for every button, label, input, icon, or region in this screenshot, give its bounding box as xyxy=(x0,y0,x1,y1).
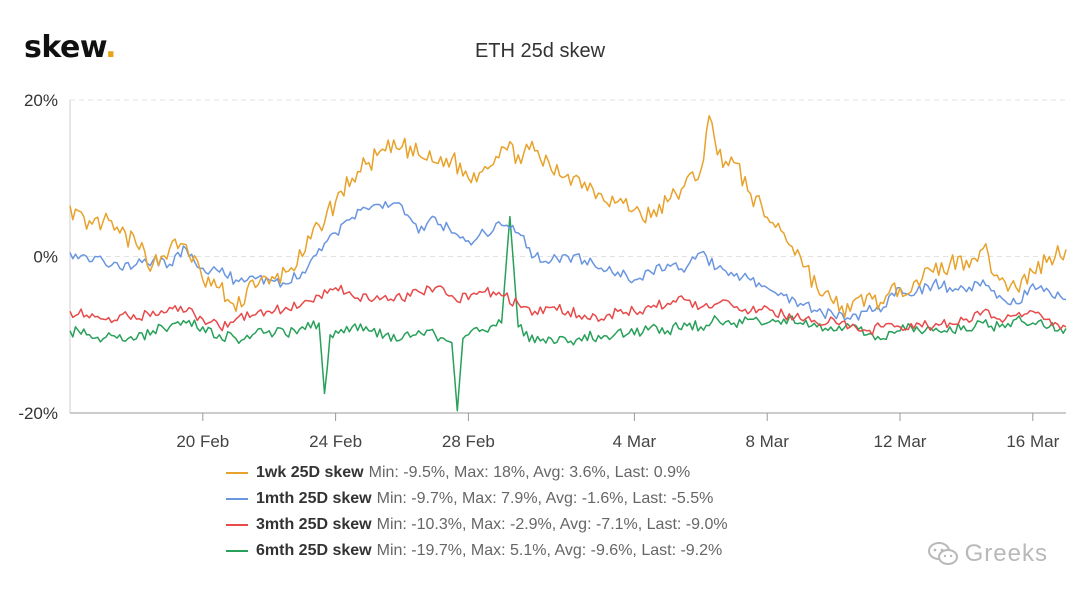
legend-swatch xyxy=(226,550,248,552)
series-line-1wk xyxy=(69,114,1067,319)
series-line-3mth xyxy=(69,284,1067,336)
wechat-icon xyxy=(927,542,958,565)
legend-swatch xyxy=(226,524,248,526)
x-tick-label: 28 Feb xyxy=(442,432,495,451)
skew-logo: skew. xyxy=(24,30,117,65)
x-tick-label: 4 Mar xyxy=(613,432,657,451)
x-tick-label: 12 Mar xyxy=(874,432,927,451)
tick-labels: 20% 0% -20% 20 Feb 24 Feb 28 Feb 4 Mar 8 Mar 12 … xyxy=(18,91,1059,451)
legend-series-name: 3mth 25D skew xyxy=(256,516,372,533)
y-tick-label: 20% xyxy=(24,91,58,110)
x-tick-label: 24 Feb xyxy=(309,432,362,451)
logo-text: skew xyxy=(24,30,106,65)
x-tick-label: 8 Mar xyxy=(745,432,789,451)
legend-item[interactable]: 1mth 25D skew Min: -9.7%, Max: 7.9%, Avg:… xyxy=(226,486,728,512)
logo-dot: . xyxy=(105,30,117,65)
series-line-1mth xyxy=(69,200,1067,321)
axes xyxy=(69,100,1066,421)
series-lines xyxy=(69,114,1067,412)
legend-swatch xyxy=(226,498,248,500)
watermark-text: Greeks xyxy=(964,540,1048,567)
legend-series-stats: Min: -9.5%, Max: 18%, Avg: 3.6%, Last: 0… xyxy=(368,464,691,481)
legend-item[interactable]: 3mth 25D skew Min: -10.3%, Max: -2.9%, Av… xyxy=(226,512,728,538)
x-tick-label: 16 Mar xyxy=(1006,432,1059,451)
series-line-6mth xyxy=(69,215,1067,412)
chart-title: ETH 25d skew xyxy=(474,40,606,62)
x-tick-label: 20 Feb xyxy=(176,432,229,451)
grid-lines xyxy=(70,99,1066,257)
legend-series-name: 1wk 25D skew xyxy=(256,464,364,481)
legend-series-stats: Min: -19.7%, Max: 5.1%, Avg: -9.6%, Last… xyxy=(376,542,723,559)
y-tick-label: -20% xyxy=(18,404,58,423)
legend-series-stats: Min: -9.7%, Max: 7.9%, Avg: -1.6%, Last:… xyxy=(376,490,714,507)
legend-swatch xyxy=(226,472,248,474)
legend-series-name: 1mth 25D skew xyxy=(256,490,372,507)
watermark: Greeks xyxy=(927,540,1048,568)
chart-legend: 1wk 25D skew Min: -9.5%, Max: 18%, Avg: 3… xyxy=(226,460,728,564)
y-tick-label: 0% xyxy=(33,248,58,267)
legend-series-name: 6mth 25D skew xyxy=(256,542,372,559)
legend-item[interactable]: 1wk 25D skew Min: -9.5%, Max: 18%, Avg: 3… xyxy=(226,460,728,486)
legend-series-stats: Min: -10.3%, Max: -2.9%, Avg: -7.1%, Las… xyxy=(376,516,728,533)
legend-item[interactable]: 6mth 25D skew Min: -19.7%, Max: 5.1%, Avg… xyxy=(226,538,728,564)
